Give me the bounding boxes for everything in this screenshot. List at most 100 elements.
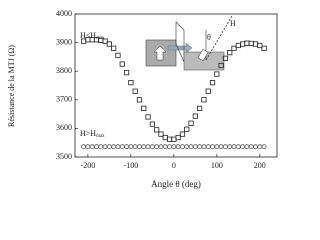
- chart: Résistance de la MTJ (Ω) Angle θ (deg) H…: [7, 9, 278, 189]
- point: [136, 97, 143, 103]
- point: [154, 144, 160, 150]
- y-tick-label: 3600: [56, 123, 72, 132]
- inset-label: H: [230, 19, 236, 28]
- point: [252, 41, 259, 47]
- point: [141, 144, 147, 150]
- point: [257, 144, 263, 150]
- inset-label: θ: [207, 33, 211, 42]
- point: [123, 70, 130, 76]
- y-axis-label: Résistance de la MTJ (Ω): [7, 45, 16, 127]
- point: [214, 71, 220, 77]
- point: [128, 80, 134, 86]
- point: [261, 45, 267, 51]
- point: [244, 144, 250, 150]
- inset-magnet: [197, 48, 209, 62]
- point: [253, 144, 258, 150]
- point: [89, 144, 95, 150]
- point: [227, 144, 233, 150]
- point: [248, 40, 254, 47]
- annotation-sub: max: [96, 36, 105, 41]
- point: [210, 144, 215, 150]
- point: [111, 144, 117, 150]
- inset-field: [205, 15, 233, 61]
- point: [179, 131, 186, 137]
- point: [115, 52, 121, 59]
- point: [180, 144, 185, 150]
- point: [162, 134, 168, 141]
- x-tick-label: 200: [254, 161, 266, 170]
- point: [171, 136, 177, 142]
- point: [257, 42, 263, 49]
- point: [205, 88, 211, 94]
- annotation: H<Hmax: [80, 31, 105, 41]
- point: [137, 144, 142, 150]
- point: [192, 113, 198, 119]
- point: [132, 88, 138, 94]
- point: [240, 41, 246, 47]
- point: [102, 144, 108, 150]
- y-tick-label: 4000: [56, 9, 72, 18]
- point: [231, 45, 237, 51]
- x-axis-label: Angle θ (deg): [151, 179, 201, 189]
- point: [106, 144, 112, 150]
- point: [175, 134, 181, 141]
- point: [158, 131, 164, 137]
- point: [167, 144, 172, 150]
- point: [214, 144, 220, 150]
- inset-line: [175, 21, 185, 63]
- point: [188, 144, 194, 150]
- point: [261, 144, 267, 150]
- point: [227, 50, 233, 56]
- point: [94, 144, 99, 150]
- point: [162, 144, 168, 150]
- point: [184, 144, 190, 150]
- point: [149, 144, 155, 150]
- point: [192, 144, 198, 150]
- inset: H θ: [145, 15, 236, 71]
- point: [218, 144, 224, 150]
- point: [209, 80, 216, 86]
- annotation: H>Hmax: [80, 129, 105, 139]
- point: [111, 45, 117, 51]
- point: [149, 121, 155, 127]
- inset-arrow: [167, 42, 193, 54]
- point: [119, 144, 125, 150]
- point: [119, 61, 125, 67]
- point: [201, 144, 207, 150]
- point: [197, 105, 203, 111]
- point: [184, 126, 190, 132]
- point: [235, 42, 241, 49]
- point: [106, 41, 112, 47]
- annotation-main: H>H: [80, 129, 96, 138]
- point: [175, 144, 181, 150]
- point: [244, 40, 250, 46]
- y-tick-label: 3500: [56, 152, 72, 161]
- point: [115, 144, 121, 150]
- x-tick-label: -100: [124, 161, 139, 170]
- point: [197, 144, 203, 150]
- x-tick-label: -200: [81, 161, 96, 170]
- point: [188, 120, 194, 126]
- point: [132, 144, 138, 150]
- inset-arrow: [153, 45, 167, 61]
- point: [141, 105, 147, 111]
- point: [154, 127, 160, 133]
- point: [240, 144, 246, 150]
- point: [231, 144, 237, 150]
- point: [124, 144, 129, 150]
- y-tick-label: 3800: [56, 66, 72, 75]
- point: [223, 144, 228, 150]
- point: [102, 38, 108, 44]
- point: [218, 62, 224, 69]
- point: [166, 136, 173, 142]
- point: [98, 144, 104, 150]
- annotation-sub: max: [96, 134, 105, 139]
- point: [201, 97, 207, 103]
- point: [222, 55, 229, 61]
- plot-frame: [74, 13, 278, 158]
- point: [85, 144, 91, 150]
- point: [145, 114, 151, 120]
- point: [171, 144, 177, 150]
- point: [81, 144, 86, 150]
- y-tick-label: 3900: [56, 37, 72, 46]
